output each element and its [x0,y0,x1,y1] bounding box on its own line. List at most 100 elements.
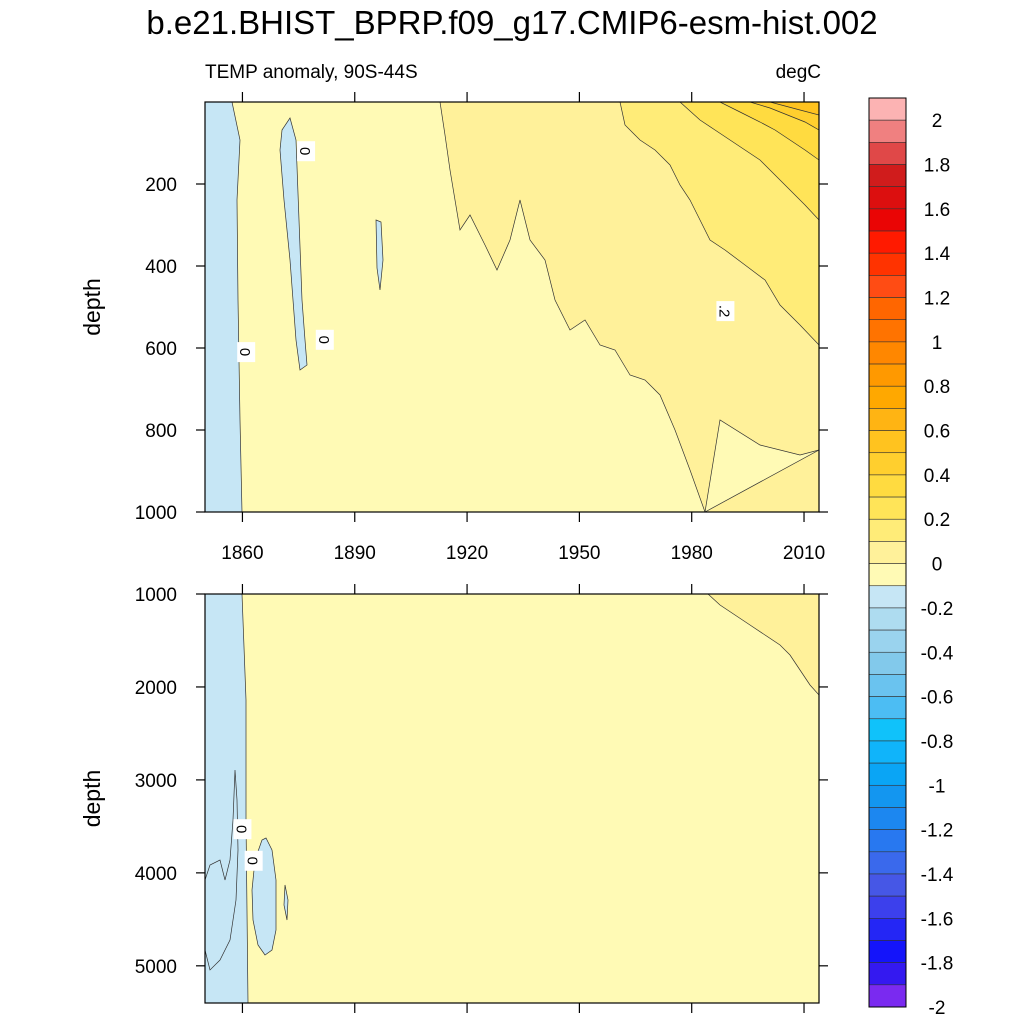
colorbar-swatch [868,651,907,675]
colorbar-label: -1 [929,776,946,797]
y-tick-label: 2000 [135,678,177,699]
colorbar-label: 2 [932,111,943,132]
x-tick-label: 1950 [558,543,600,564]
colorbar-swatch [868,940,907,963]
colorbar-label: 0.2 [924,510,950,531]
colorbar-swatch [868,873,907,897]
colorbar-swatch [868,807,907,830]
colorbar-label: 0.4 [924,466,951,487]
contour-label: 0 [315,336,332,344]
contour-label-box [716,301,735,322]
field-neg-0-0.2 [279,117,308,371]
lower-panel-frame [204,593,820,1004]
colorbar-label: -0.2 [921,599,954,620]
contour-label-box [297,141,316,162]
colorbar-swatch [868,740,907,764]
colorbar-swatch [868,363,907,387]
colorbar-swatch [868,696,907,720]
colorbar-swatch [868,629,907,653]
colorbar-swatch [868,230,907,254]
colorbar-swatch [868,851,907,875]
colorbar-swatch [868,341,907,365]
colorbar-label: 1.2 [924,289,950,310]
colorbar-label: -0.6 [921,688,954,709]
colorbar-swatch [868,984,907,1008]
left-subtitle: TEMP anomaly, 90S-44S [205,62,418,83]
figure-title: b.e21.BHIST_BPRP.f09_g17.CMIP6-esm-hist.… [146,4,878,41]
y-tick-label: 1000 [135,503,177,524]
y-tick-label: 800 [145,421,177,442]
y-axis-title: depth [79,278,105,336]
colorbar-label: 0.6 [924,422,950,443]
y-tick-label: 4000 [135,864,177,885]
contour-label-box [315,329,334,350]
y-axis-title: depth [79,770,105,828]
colorbar-label: -1.2 [921,821,954,842]
colorbar-label: 1.6 [924,200,950,221]
contour-label: 0 [296,147,313,155]
contour-label-box [237,342,256,363]
x-tick-label: 1980 [671,543,713,564]
field-neg-0-0.2 [283,884,289,921]
contour-label: 0 [244,857,261,865]
colorbar-swatch [868,474,907,498]
field-neg-0-0.2 [205,102,243,512]
colorbar-swatch [868,252,907,276]
colorbar-label: 1.8 [924,156,950,177]
colorbar-swatch [868,496,907,520]
colorbar-swatch [868,762,907,786]
field-neg-0-0.2 [375,219,384,291]
y-tick-label: 600 [145,339,177,360]
y-tick-label: 5000 [135,957,177,978]
colorbar-swatch [868,585,907,609]
colorbar-label: -1.8 [921,954,954,975]
x-tick-label: 1920 [446,543,488,564]
colorbar-swatch [868,718,907,742]
colorbar-swatch [868,275,907,298]
colorbar-swatch [868,142,907,165]
contour-label: .2 [715,305,732,318]
x-tick-label: 1860 [221,543,263,564]
colorbar-swatch [868,385,907,409]
colorbar-label: 0.8 [924,377,950,398]
lower-panel-field [205,594,819,1003]
colorbar-label: -0.8 [921,732,954,753]
field-0-0.2 [205,594,819,1003]
colorbar-label: 1.4 [924,244,951,265]
x-tick-label: 2010 [783,543,825,564]
y-tick-label: 3000 [135,771,177,792]
y-tick-label: 1000 [135,585,177,606]
colorbar-swatch [868,784,907,808]
y-tick-label: 400 [145,257,177,278]
colorbar-swatch [868,208,907,232]
contour-label: 0 [232,825,249,833]
field-neg-0-0.2 [205,594,249,1003]
colorbar-swatch [868,674,907,697]
y-tick-label: 200 [145,175,177,196]
upper-panel-frame [204,101,820,513]
colorbar-swatch [868,186,907,210]
field-1.2-1.4 [769,102,819,116]
colorbar-swatch [868,297,907,321]
colorbar-frame [868,97,907,1008]
colorbar-label: -0.4 [921,643,954,664]
colorbar-swatch [868,97,907,121]
colorbar-swatch [868,563,907,587]
colorbar-swatch [868,962,907,986]
colorbar-label: -1.4 [921,865,954,886]
colorbar-swatch [868,518,907,542]
colorbar-swatch [868,430,907,454]
colorbar-swatch [868,829,907,853]
field-0.2-0.4 [704,449,819,512]
colorbar-swatch [868,607,907,631]
colorbar-swatch [868,164,907,187]
colorbar-label: 0 [932,555,943,576]
contour-label-box [244,850,263,871]
colorbar-swatch [868,452,907,476]
contour-label-box [233,819,252,840]
colorbar-swatch [868,918,907,941]
colorbar-label: -1.6 [921,909,954,930]
axes-layer: 200 400 600 800 1000 depth 0 0 0 .2 1000 2000 3000 40… [79,92,828,1013]
colorbar-label: -2 [929,998,946,1019]
